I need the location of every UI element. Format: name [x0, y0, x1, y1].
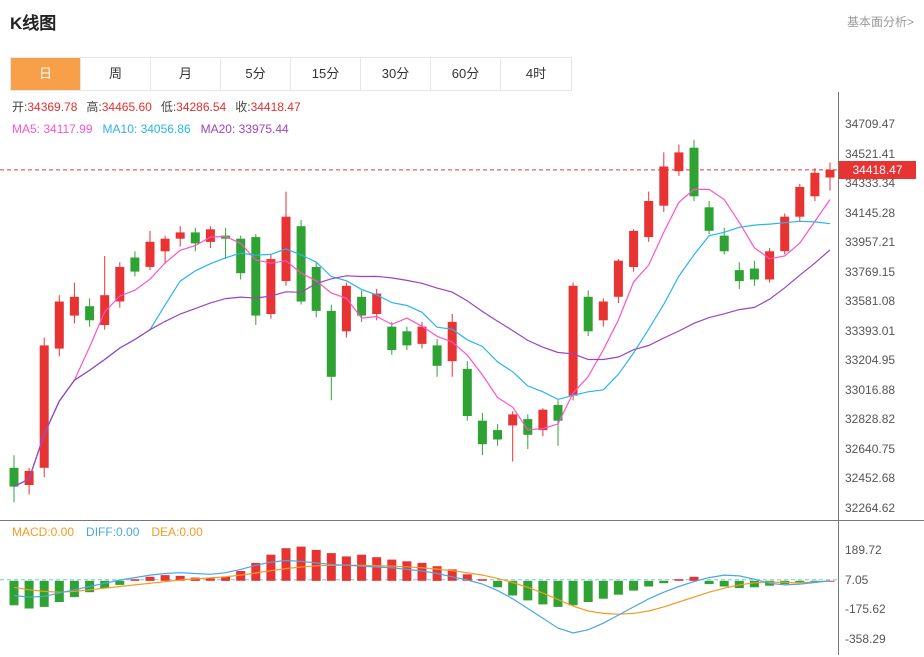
- high-value: 34465.60: [101, 100, 152, 114]
- price-axis-label: 32828.82: [845, 412, 896, 426]
- close-label: 收:: [235, 100, 251, 114]
- diff-value: DIFF:0.00: [86, 525, 140, 539]
- price-axis-label: 33957.21: [845, 235, 896, 249]
- open-label: 开:: [12, 100, 28, 114]
- macd-axis-label: -175.62: [845, 602, 886, 616]
- interval-tabs: 日 周 月 5分 15分 30分 60分 4时: [10, 57, 572, 91]
- ma20-readout: MA20: 33975.44: [200, 122, 289, 136]
- high-label: 高:: [86, 100, 102, 114]
- price-axis-label: 33204.95: [845, 353, 896, 367]
- tab-4hour[interactable]: 4时: [501, 58, 571, 90]
- fundamental-analysis-link[interactable]: 基本面分析>: [846, 15, 914, 29]
- close-value: 34418.47: [250, 100, 301, 114]
- price-axis-label: 34145.28: [845, 206, 896, 220]
- ma10-readout: MA10: 34056.86: [102, 122, 191, 136]
- tab-month[interactable]: 月: [151, 58, 221, 90]
- tab-15min[interactable]: 15分: [291, 58, 361, 90]
- current-price-badge: 34418.47: [839, 161, 916, 179]
- tab-day[interactable]: 日: [11, 58, 81, 90]
- ma5-readout: MA5: 34117.99: [12, 122, 93, 136]
- price-axis-label: 32452.68: [845, 471, 896, 485]
- low-label: 低:: [160, 100, 177, 114]
- macd-value: MACD:0.00: [12, 525, 75, 539]
- tab-60min[interactable]: 60分: [431, 58, 501, 90]
- price-axis-label: 32264.62: [845, 501, 896, 515]
- open-value: 34369.78: [27, 100, 78, 114]
- page-title: K线图: [10, 14, 57, 33]
- price-axis-label: 34521.41: [845, 147, 896, 161]
- price-axis-label: 33016.88: [845, 383, 896, 397]
- ohlc-line: 开:34369.78 高:34465.60 低:34286.54 收:34418.47: [12, 96, 310, 118]
- low-value: 34286.54: [176, 100, 227, 114]
- macd-readout: MACD:0.00 DIFF:0.00 DEA:0.00: [12, 525, 215, 539]
- price-axis-label: 33769.15: [845, 265, 896, 279]
- tab-week[interactable]: 周: [81, 58, 151, 90]
- ma-line: MA5: 34117.99 MA10: 34056.86 MA20: 33975.4…: [12, 118, 310, 140]
- macd-axis-label: -358.29: [845, 632, 886, 646]
- macd-axis-label: 7.05: [845, 573, 869, 587]
- tab-5min[interactable]: 5分: [221, 58, 291, 90]
- price-axis-label: 34333.34: [845, 176, 896, 190]
- macd-axis-label: 189.72: [845, 543, 882, 557]
- price-axis-label: 33581.08: [845, 294, 896, 308]
- price-axis-label: 34709.47: [845, 117, 896, 131]
- price-axis-label: 33393.01: [845, 324, 896, 338]
- tab-30min[interactable]: 30分: [361, 58, 431, 90]
- ohlc-readout: 开:34369.78 高:34465.60 低:34286.54 收:34418.47…: [12, 96, 310, 140]
- price-axis-label: 32640.75: [845, 442, 896, 456]
- dea-value: DEA:0.00: [151, 525, 203, 539]
